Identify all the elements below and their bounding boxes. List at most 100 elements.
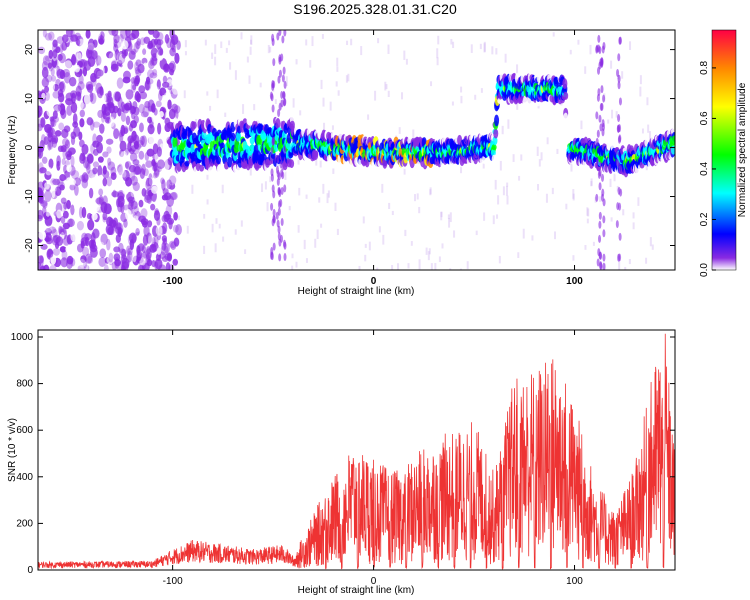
spectrogram-cell (246, 56, 249, 63)
spectrogram-cell (142, 105, 150, 118)
spectrogram-cell (615, 158, 619, 167)
spectrogram-cell (283, 30, 287, 37)
spectrogram-cell (125, 115, 131, 126)
spectrogram-cell (112, 189, 117, 198)
spectrogram-cell (397, 263, 400, 270)
spectrogram-cell (174, 52, 180, 64)
spectrogram-cell (305, 194, 308, 199)
spectrogram-cell (58, 122, 65, 131)
spectrogram-cell (270, 247, 274, 256)
spectrogram-cell (167, 99, 172, 110)
spectrogram-cell (313, 150, 319, 158)
spectrogram-cell (106, 256, 115, 264)
spectrogram-cell (570, 161, 573, 172)
spectrogram-cell (98, 256, 107, 268)
spectrogram-cell (73, 126, 81, 137)
spectrogram-cell (164, 34, 170, 44)
spectrogram-cell (159, 200, 166, 210)
spectrogram-cell (120, 151, 128, 163)
spectrogram-cell (618, 36, 622, 45)
spectrogram-cell (275, 118, 281, 130)
spectrogram-cell (315, 156, 318, 166)
spectrogram-cell (139, 122, 144, 133)
spectrogram-cell (438, 256, 441, 263)
colorbar-gradient (711, 29, 737, 271)
spectrogram-cell (297, 159, 300, 165)
spectrogram-cell (96, 86, 104, 99)
snr-y-tick-label: 0 (27, 565, 33, 576)
spectrogram-cell (551, 187, 554, 195)
spectrogram-cell (184, 51, 187, 56)
spectrogram-cell (132, 181, 140, 192)
spectrogram-cell (98, 35, 105, 45)
spectrogram-cell (479, 43, 482, 50)
spectrogram-cell (572, 193, 575, 201)
spectrogram-cell (131, 30, 140, 39)
spectrogram-cell (161, 235, 167, 243)
spectrogram-cell (168, 62, 175, 71)
spectrogram-cell (280, 186, 284, 195)
spectrogram-cell (136, 38, 142, 46)
spectrogram-cell (269, 176, 272, 183)
spectrogram-cell (283, 184, 287, 193)
spectrogram-cell (291, 253, 294, 259)
spectrogram-cell (589, 44, 592, 55)
spectrogram-cell (149, 77, 156, 90)
spectrogram-cell (66, 150, 73, 157)
spectrogram-cell (632, 212, 635, 219)
spectrogram-cell (288, 205, 291, 211)
spectrogram-cell (139, 91, 148, 100)
spectrogram-cell (470, 44, 473, 53)
spectrogram-cell (90, 175, 98, 186)
spectrogram-cell (597, 34, 601, 43)
spectrogram-cell (537, 184, 540, 191)
spectrogram-cell (240, 32, 243, 40)
chart-title: S196.2025.328.01.31.C20 (293, 1, 457, 17)
spectrogram-cell (617, 74, 621, 83)
spectrogram-cell (63, 143, 69, 153)
spectrogram-cell (41, 206, 47, 218)
spectrogram-cell (103, 203, 112, 215)
snr-series-line (38, 333, 675, 570)
spectrogram-cell (275, 211, 279, 220)
spectrogram-cell (247, 116, 253, 126)
spectrogram-cell (126, 245, 131, 256)
spectrogram-cell (609, 178, 612, 188)
spectrogram-cell (77, 81, 85, 91)
colorbar-tick-label: 0.4 (699, 162, 710, 176)
spectrogram-cell (151, 56, 158, 66)
spectrogram-cell (272, 58, 276, 67)
spectrogram-cell (305, 39, 308, 46)
spectrogram-cell (154, 208, 159, 216)
spectrogram-cell (346, 40, 349, 46)
spectrogram-cell (41, 77, 49, 88)
spectrogram-cell (103, 264, 109, 270)
spectrogram-cell (156, 159, 165, 170)
spectrogram-cell (618, 202, 622, 211)
spectrogram-cell (497, 195, 500, 205)
spectrogram-cell (517, 252, 520, 258)
spectrogram-cell (155, 38, 162, 50)
spectrogram-cell (671, 135, 675, 146)
spectrogram-cell (329, 101, 332, 111)
spectrogram-cell (617, 81, 621, 90)
spectrogram-cell (266, 202, 269, 212)
spectrogram-cell (68, 76, 77, 87)
spectrogram-cell (256, 116, 262, 125)
spectrogram-cell (176, 40, 181, 50)
spectrogram-cell (148, 234, 155, 246)
spectrogram-cell (170, 191, 178, 201)
spectrogram-cell (56, 155, 61, 167)
spectrogram-cell (228, 40, 231, 46)
spectrogram-cell (88, 205, 94, 213)
spectrogram-cell (169, 30, 175, 40)
spectrogram-cell (598, 220, 602, 229)
spectrogram-cell (449, 212, 452, 223)
spectrogram-cell (595, 193, 599, 202)
spectrogram-cell (132, 215, 139, 225)
spectrogram-cell (617, 114, 621, 123)
spectrogram-cell (157, 166, 162, 173)
spectrogram-cell (139, 168, 146, 179)
spectrogram-cell (141, 187, 147, 197)
spectrogram-cell (191, 184, 194, 194)
